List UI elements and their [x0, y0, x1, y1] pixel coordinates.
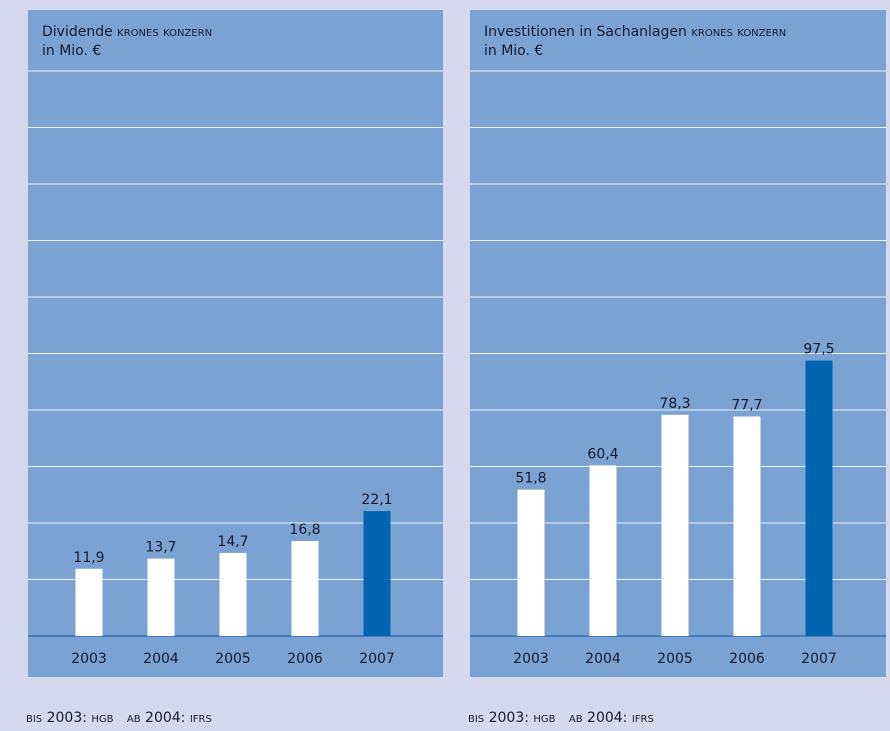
bar [517, 489, 545, 636]
footnote: bis 2003: hgb ab 2004: ifrs [26, 710, 212, 726]
bar [147, 558, 175, 636]
title-brand: krones konzern [691, 24, 786, 40]
chart-panel: Dividende krones konzern in Mio. € 11,9 200… [26, 10, 443, 726]
value-label: 60,4 [587, 446, 618, 462]
chart-subtitle: in Mio. € [42, 43, 101, 59]
x-tick-label: 2006 [287, 651, 323, 667]
bar [805, 360, 833, 636]
value-label: 14,7 [217, 534, 248, 550]
x-tick-label: 2003 [513, 651, 549, 667]
title-text: Investitionen in Sachanlagen [484, 24, 687, 40]
bar [589, 465, 617, 636]
x-tick-label: 2005 [215, 651, 251, 667]
x-tick-label: 2004 [143, 651, 179, 667]
value-label: 97,5 [803, 342, 834, 358]
x-tick-label: 2007 [359, 651, 395, 667]
value-label: 77,7 [731, 397, 762, 413]
bar [219, 552, 247, 636]
chart-title: Investitionen in Sachanlagen krones konz… [484, 24, 786, 40]
value-label: 51,8 [515, 471, 546, 487]
value-label: 13,7 [145, 540, 176, 556]
chart-title: Dividende krones konzern [42, 24, 212, 40]
value-label: 22,1 [361, 492, 392, 508]
value-label: 16,8 [289, 522, 320, 538]
value-label: 11,9 [73, 550, 104, 566]
bar [661, 414, 689, 636]
x-tick-label: 2007 [801, 651, 837, 667]
bar [363, 511, 391, 636]
value-label: 78,3 [659, 396, 690, 412]
x-tick-label: 2006 [729, 651, 765, 667]
title-text: Dividende [42, 24, 113, 40]
bar [291, 541, 319, 636]
bar [733, 416, 761, 636]
bar [75, 568, 103, 636]
title-brand: krones konzern [117, 24, 212, 40]
x-tick-label: 2003 [71, 651, 107, 667]
chart-subtitle: in Mio. € [484, 43, 543, 59]
x-tick-label: 2005 [657, 651, 693, 667]
x-tick-label: 2004 [585, 651, 621, 667]
footnote: bis 2003: hgb ab 2004: ifrs [468, 710, 654, 726]
chart-panel: Investitionen in Sachanlagen krones konz… [468, 10, 886, 726]
